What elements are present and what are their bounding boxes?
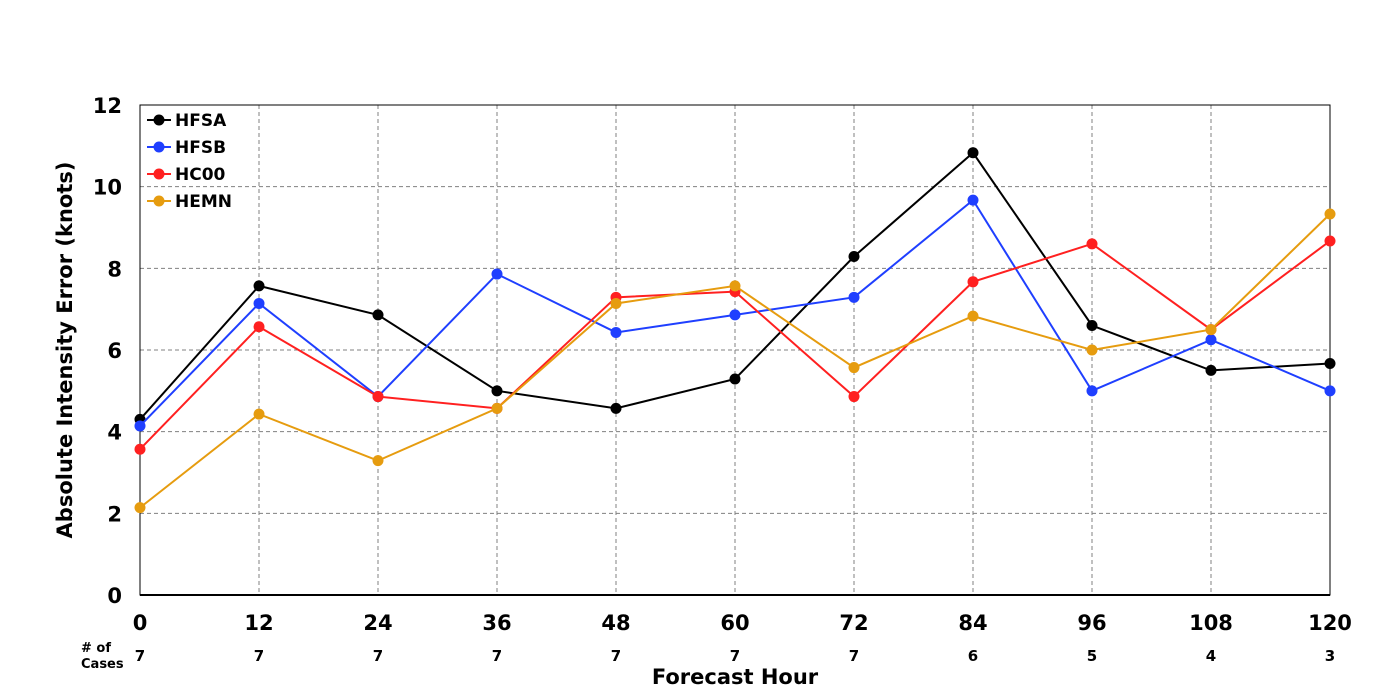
- case-count: 7: [135, 647, 145, 665]
- data-point-hfsb: [253, 297, 265, 309]
- x-tick-label: 120: [1308, 611, 1352, 635]
- data-point-hemn: [253, 408, 265, 420]
- case-count: 4: [1206, 647, 1216, 665]
- data-point-hemn: [134, 502, 146, 514]
- legend-marker: [153, 195, 165, 207]
- data-point-hfsb: [1086, 385, 1098, 397]
- x-tick-label: 12: [244, 611, 273, 635]
- x-tick-label: 24: [363, 611, 392, 635]
- legend-item-hc00: HC00: [147, 165, 226, 185]
- x-tick-label: 84: [958, 611, 987, 635]
- cases-label-line: Cases: [81, 657, 124, 672]
- y-tick-label: 2: [107, 502, 122, 526]
- data-point-hemn: [729, 280, 741, 292]
- data-point-hemn: [372, 455, 384, 467]
- data-point-hemn: [848, 362, 860, 374]
- legend-marker: [153, 168, 165, 180]
- data-point-hc00: [1086, 238, 1098, 250]
- legend-marker: [153, 114, 165, 126]
- legend-label: HEMN: [175, 192, 232, 212]
- data-point-hfsa: [610, 402, 622, 414]
- case-count: 3: [1325, 647, 1335, 665]
- case-count: 6: [968, 647, 978, 665]
- legend-marker: [153, 141, 165, 153]
- cases-label-line: # of: [81, 641, 111, 656]
- case-count: 7: [611, 647, 621, 665]
- data-point-hfsa: [1324, 357, 1336, 369]
- y-tick-label: 8: [107, 257, 122, 281]
- data-point-hemn: [967, 310, 979, 322]
- case-count: 7: [254, 647, 264, 665]
- series-layer: [134, 147, 1336, 514]
- x-tick-label: 60: [720, 611, 749, 635]
- x-tick-labels: 0 12 24 36 48 60 72 84 96 108 120: [133, 611, 1352, 635]
- data-point-hemn: [1205, 324, 1217, 336]
- data-point-hemn: [1324, 208, 1336, 220]
- data-point-hfsb: [1324, 385, 1336, 397]
- x-tick-label: 36: [482, 611, 511, 635]
- data-point-hfsb: [967, 194, 979, 206]
- data-point-hfsb: [610, 326, 622, 338]
- x-axis-title: Forecast Hour: [652, 665, 819, 689]
- data-point-hfsb: [491, 268, 503, 280]
- data-point-hfsb: [848, 291, 860, 303]
- legend-label: HFSA: [175, 111, 227, 131]
- data-point-hc00: [1324, 235, 1336, 247]
- cases-label: # of Cases: [81, 641, 124, 672]
- y-tick-labels: 0 2 4 6 8 10 12: [93, 94, 122, 608]
- legend-item-hfsb: HFSB: [147, 138, 226, 158]
- data-point-hfsa: [729, 373, 741, 385]
- case-count: 7: [373, 647, 383, 665]
- data-point-hc00: [134, 443, 146, 455]
- y-tick-label: 12: [93, 94, 122, 118]
- legend-label: HFSB: [175, 138, 226, 158]
- case-count: 7: [492, 647, 502, 665]
- data-point-hfsa: [1205, 364, 1217, 376]
- data-point-hfsa: [1086, 320, 1098, 331]
- x-tick-label: 72: [839, 611, 868, 635]
- data-point-hc00: [253, 321, 265, 333]
- legend-label: HC00: [175, 165, 226, 185]
- data-point-hemn: [610, 297, 622, 309]
- data-point-hc00: [967, 276, 979, 288]
- x-tick-label: 0: [133, 611, 148, 635]
- x-tick-label: 96: [1077, 611, 1106, 635]
- legend: HFSA HFSB HC00 HEMN: [147, 111, 232, 212]
- case-count: 5: [1087, 647, 1097, 665]
- cases-row: 7 7 7 7 7 7 7 6 5 4 3: [135, 647, 1335, 665]
- data-point-hc00: [848, 391, 860, 403]
- grid: [140, 105, 1330, 595]
- y-tick-label: 6: [107, 339, 122, 363]
- data-point-hc00: [372, 391, 384, 403]
- x-tick-label: 108: [1189, 611, 1233, 635]
- x-tick-label: 48: [601, 611, 630, 635]
- series-hemn: [134, 208, 1336, 514]
- data-point-hfsa: [848, 250, 860, 262]
- y-tick-label: 10: [93, 176, 122, 200]
- legend-item-hemn: HEMN: [147, 192, 232, 212]
- data-point-hfsb: [729, 309, 741, 321]
- legend-item-hfsa: HFSA: [147, 111, 227, 131]
- case-count: 7: [849, 647, 859, 665]
- data-point-hfsb: [1205, 334, 1217, 346]
- data-point-hfsa: [491, 385, 503, 397]
- y-tick-label: 0: [107, 584, 122, 608]
- data-point-hfsa: [372, 309, 384, 321]
- data-point-hemn: [1086, 344, 1098, 356]
- data-point-hfsa: [967, 147, 979, 159]
- case-count: 7: [730, 647, 740, 665]
- y-axis-title: Absolute Intensity Error (knots): [53, 162, 77, 539]
- data-point-hemn: [491, 402, 503, 414]
- y-tick-label: 4: [107, 421, 122, 445]
- data-point-hfsa: [253, 280, 265, 292]
- series-hfsa: [134, 147, 1336, 425]
- data-point-hfsb: [134, 420, 146, 432]
